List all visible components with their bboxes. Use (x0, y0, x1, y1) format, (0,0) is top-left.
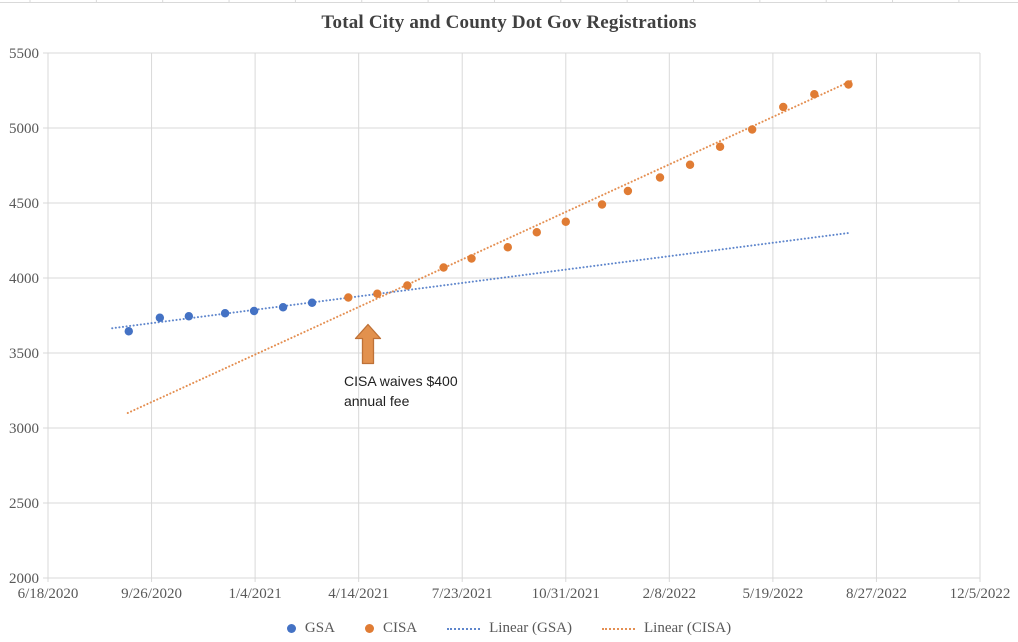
legend-label: Linear (CISA) (644, 620, 732, 636)
cisa-point (810, 90, 819, 99)
x-tick-label: 2/8/2022 (643, 586, 696, 602)
y-tick-label: 2500 (9, 496, 39, 512)
cisa-point (373, 289, 382, 298)
legend-line-icon-linear--cisa- (602, 627, 636, 630)
y-tick-label: 3500 (9, 346, 39, 362)
cisa-point (655, 173, 665, 182)
cisa-point (439, 263, 448, 272)
y-tick-label: 5500 (9, 46, 39, 62)
x-tick-label: 10/31/2021 (532, 586, 600, 602)
annotation-text: CISA waives $400 annual fee (344, 371, 458, 411)
x-tick-label: 12/5/2022 (950, 586, 1011, 602)
annotation-line-1: CISA waives $400 (343, 372, 458, 389)
x-tick-label: 4/14/2021 (328, 586, 389, 602)
cisa-point (715, 142, 725, 151)
y-tick-label: 2000 (9, 571, 39, 587)
y-tick-label: 4000 (9, 271, 39, 287)
cisa-point (844, 80, 853, 89)
gsa-point (220, 309, 230, 318)
legend-item-cisa: CISA (364, 620, 418, 637)
x-tick-label: 8/27/2022 (846, 586, 907, 602)
legend: GSA CISA Linear (GSA) Linear (CISA) (0, 620, 1018, 637)
cisa-point (532, 228, 541, 237)
cisa-point (779, 102, 788, 112)
y-tick-label: 3000 (9, 421, 39, 437)
legend-label: GSA (304, 620, 335, 636)
x-tick-label: 1/4/2021 (228, 586, 281, 602)
legend-item-gsa: GSA (286, 620, 335, 637)
legend-item-linear--gsa-: Linear (GSA) (447, 620, 572, 637)
x-tick-label: 7/23/2021 (432, 586, 493, 602)
cisa-point (685, 160, 695, 169)
legend-dot-icon-cisa (364, 624, 374, 633)
x-tick-label: 5/19/2022 (742, 586, 803, 602)
cisa-point (467, 254, 476, 263)
gsa-point (155, 313, 165, 322)
cisa-point (503, 243, 512, 252)
legend-line-icon-linear--gsa- (447, 627, 481, 630)
legend-dot-icon-gsa (286, 624, 296, 633)
cisa-point (561, 217, 570, 226)
gsa-point (278, 303, 288, 312)
cisa-point (403, 281, 412, 290)
legend-label: CISA (382, 620, 418, 636)
trendline-linear--cisa- (126, 79, 853, 414)
gsa-point (184, 312, 194, 321)
cisa-point (623, 186, 633, 196)
up-arrow-icon (354, 323, 382, 365)
legend-label: Linear (GSA) (489, 620, 573, 636)
annotation-line-2: annual fee (343, 392, 410, 409)
gsa-point (249, 306, 259, 316)
trendline-linear--gsa- (111, 232, 850, 330)
x-tick-label: 6/18/2020 (18, 586, 79, 602)
gsa-point (124, 327, 133, 336)
x-tick-label: 9/26/2020 (121, 586, 182, 602)
legend-item-linear--cisa-: Linear (CISA) (602, 620, 731, 637)
cisa-point (597, 200, 607, 209)
cisa-point (747, 125, 757, 134)
y-tick-label: 5000 (9, 121, 39, 137)
y-tick-label: 4500 (9, 196, 39, 212)
cisa-point (344, 293, 353, 302)
gsa-point (307, 298, 317, 307)
chart-title: Total City and County Dot Gov Registrati… (321, 12, 697, 33)
